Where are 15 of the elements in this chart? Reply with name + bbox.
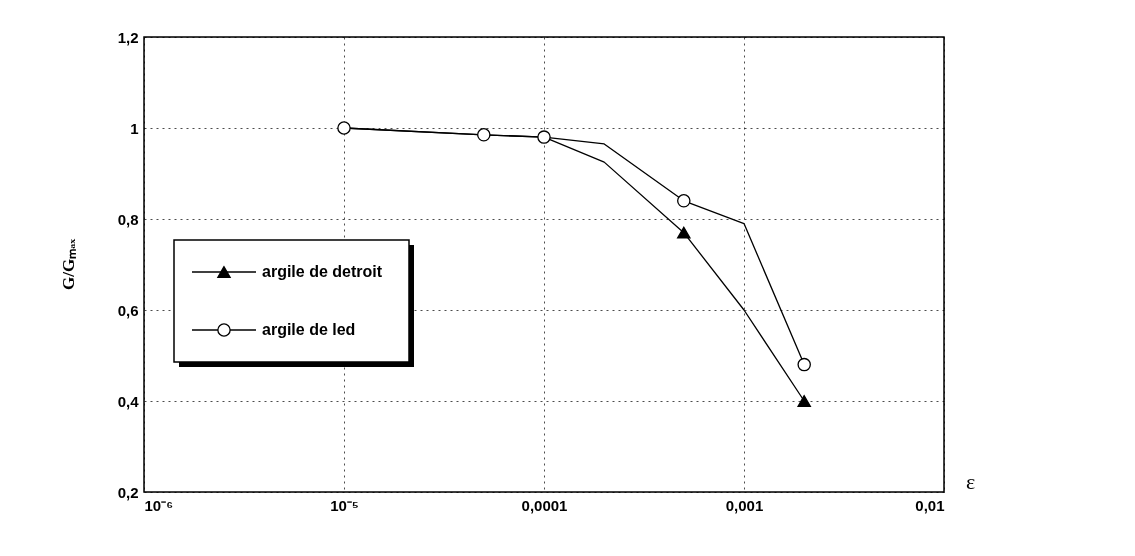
x-tick-label: 0,001 — [725, 496, 764, 514]
x-tick-label: 10⁻⁶ — [144, 496, 174, 514]
y-tick-label: 0,6 — [117, 301, 139, 319]
x-tick-label: 10⁻⁵ — [330, 496, 359, 514]
legend-label: argile de led — [262, 321, 356, 338]
x-tick-label: 0,01 — [915, 496, 945, 514]
y-axis-title: G/Gₘₐₓ — [59, 238, 78, 290]
y-tick-label: 1,2 — [117, 28, 139, 46]
y-tick-label: 0,8 — [117, 210, 139, 228]
legend-label: argile de detroit — [262, 263, 383, 280]
y-tick-label: 0,2 — [117, 483, 139, 501]
x-axis-title: ε — [966, 469, 976, 494]
y-tick-label: 0,4 — [117, 392, 140, 410]
y-tick-label: 1 — [130, 119, 139, 137]
x-tick-label: 0,0001 — [521, 496, 568, 514]
